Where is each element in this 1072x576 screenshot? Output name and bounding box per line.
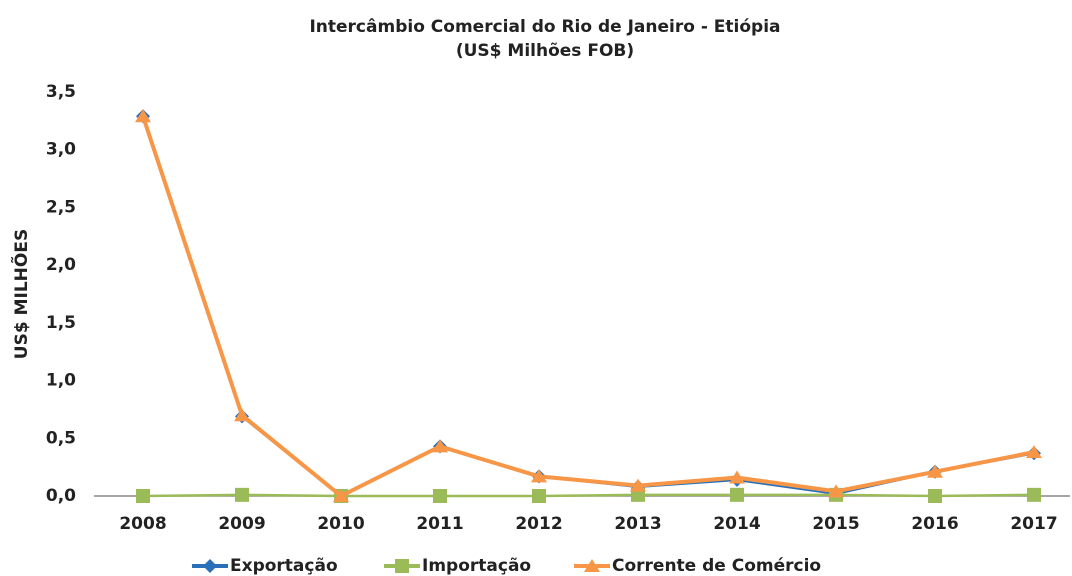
y-tick-label: 2,0 xyxy=(46,255,76,275)
marker xyxy=(928,489,942,503)
marker xyxy=(630,478,646,492)
y-tick-label: 1,5 xyxy=(46,313,76,333)
legend-label: Exportação xyxy=(230,556,338,576)
x-tick-label: 2011 xyxy=(416,514,463,534)
marker xyxy=(432,439,448,453)
marker xyxy=(532,489,546,503)
x-tick-label: 2014 xyxy=(713,514,760,534)
marker xyxy=(203,559,217,573)
marker xyxy=(395,559,409,573)
marker xyxy=(136,489,150,503)
marker xyxy=(433,489,447,503)
x-tick-label: 2017 xyxy=(1010,514,1057,534)
x-tick-label: 2013 xyxy=(614,514,661,534)
y-tick-label: 0,0 xyxy=(46,486,76,506)
marker xyxy=(235,487,249,502)
legend-label: Corrente de Comércio xyxy=(612,556,821,576)
marker xyxy=(333,489,349,502)
x-tick-label: 2016 xyxy=(911,514,958,534)
series-line xyxy=(142,493,1035,498)
y-axis-label: US$ MILHÕES xyxy=(9,229,32,359)
marker xyxy=(828,484,844,498)
chart-subtitle: (US$ Milhões FOB) xyxy=(456,41,634,61)
y-tick-label: 2,5 xyxy=(46,197,76,217)
x-tick-label: 2012 xyxy=(515,514,562,534)
x-tick-label: 2008 xyxy=(119,514,166,534)
x-tick-label: 2015 xyxy=(812,514,859,534)
x-tick-label: 2010 xyxy=(317,514,364,534)
marker xyxy=(1027,487,1041,502)
x-tick-label: 2009 xyxy=(218,514,265,534)
chart-title: Intercâmbio Comercial do Rio de Janeiro … xyxy=(309,17,780,37)
marker xyxy=(1026,445,1042,459)
marker xyxy=(135,109,151,123)
marker xyxy=(729,470,745,484)
series-line xyxy=(141,115,1035,498)
y-tick-label: 0,5 xyxy=(46,428,76,448)
marker xyxy=(584,559,600,572)
marker xyxy=(927,464,943,478)
y-tick-label: 3,0 xyxy=(46,140,76,160)
y-tick-label: 1,0 xyxy=(46,371,76,391)
series-line xyxy=(141,115,1035,499)
marker xyxy=(531,469,547,483)
marker xyxy=(730,487,744,502)
legend-label: Importação xyxy=(422,556,531,576)
marker xyxy=(234,408,250,422)
y-tick-label: 3,5 xyxy=(46,82,76,102)
